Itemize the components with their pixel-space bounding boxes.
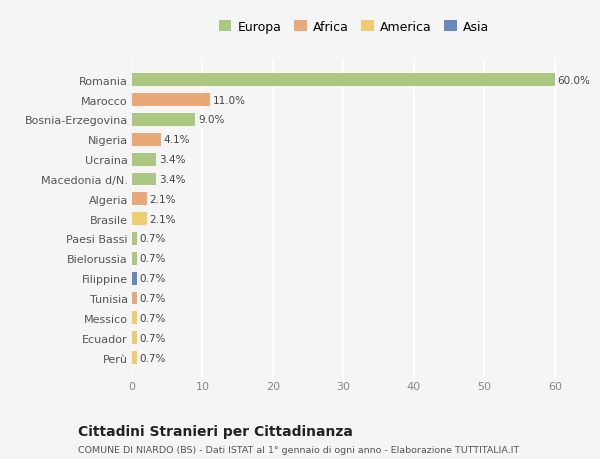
Text: 0.7%: 0.7% <box>140 333 166 343</box>
Text: 3.4%: 3.4% <box>159 174 185 185</box>
Bar <box>132 134 161 146</box>
Text: Cittadini Stranieri per Cittadinanza: Cittadini Stranieri per Cittadinanza <box>78 425 353 438</box>
Text: 11.0%: 11.0% <box>212 95 245 106</box>
Bar <box>132 233 137 246</box>
Text: 0.7%: 0.7% <box>140 313 166 323</box>
Text: 3.4%: 3.4% <box>159 155 185 165</box>
Text: 2.1%: 2.1% <box>149 214 176 224</box>
Bar <box>132 331 137 344</box>
Bar <box>132 252 137 265</box>
Bar <box>132 312 137 325</box>
Text: 0.7%: 0.7% <box>140 353 166 363</box>
Bar <box>132 351 137 364</box>
Bar <box>132 193 147 206</box>
Bar <box>132 114 196 127</box>
Bar <box>132 292 137 305</box>
Legend: Europa, Africa, America, Asia: Europa, Africa, America, Asia <box>217 18 491 36</box>
Text: 0.7%: 0.7% <box>140 274 166 284</box>
Bar <box>132 74 555 87</box>
Bar <box>132 213 147 226</box>
Bar <box>132 94 209 107</box>
Text: 0.7%: 0.7% <box>140 293 166 303</box>
Text: 9.0%: 9.0% <box>198 115 224 125</box>
Text: COMUNE DI NIARDO (BS) - Dati ISTAT al 1° gennaio di ogni anno - Elaborazione TUT: COMUNE DI NIARDO (BS) - Dati ISTAT al 1°… <box>78 445 519 454</box>
Bar <box>132 173 156 186</box>
Bar <box>132 272 137 285</box>
Text: 0.7%: 0.7% <box>140 234 166 244</box>
Text: 0.7%: 0.7% <box>140 254 166 264</box>
Bar <box>132 153 156 166</box>
Text: 2.1%: 2.1% <box>149 195 176 204</box>
Text: 4.1%: 4.1% <box>164 135 190 145</box>
Text: 60.0%: 60.0% <box>557 76 590 85</box>
